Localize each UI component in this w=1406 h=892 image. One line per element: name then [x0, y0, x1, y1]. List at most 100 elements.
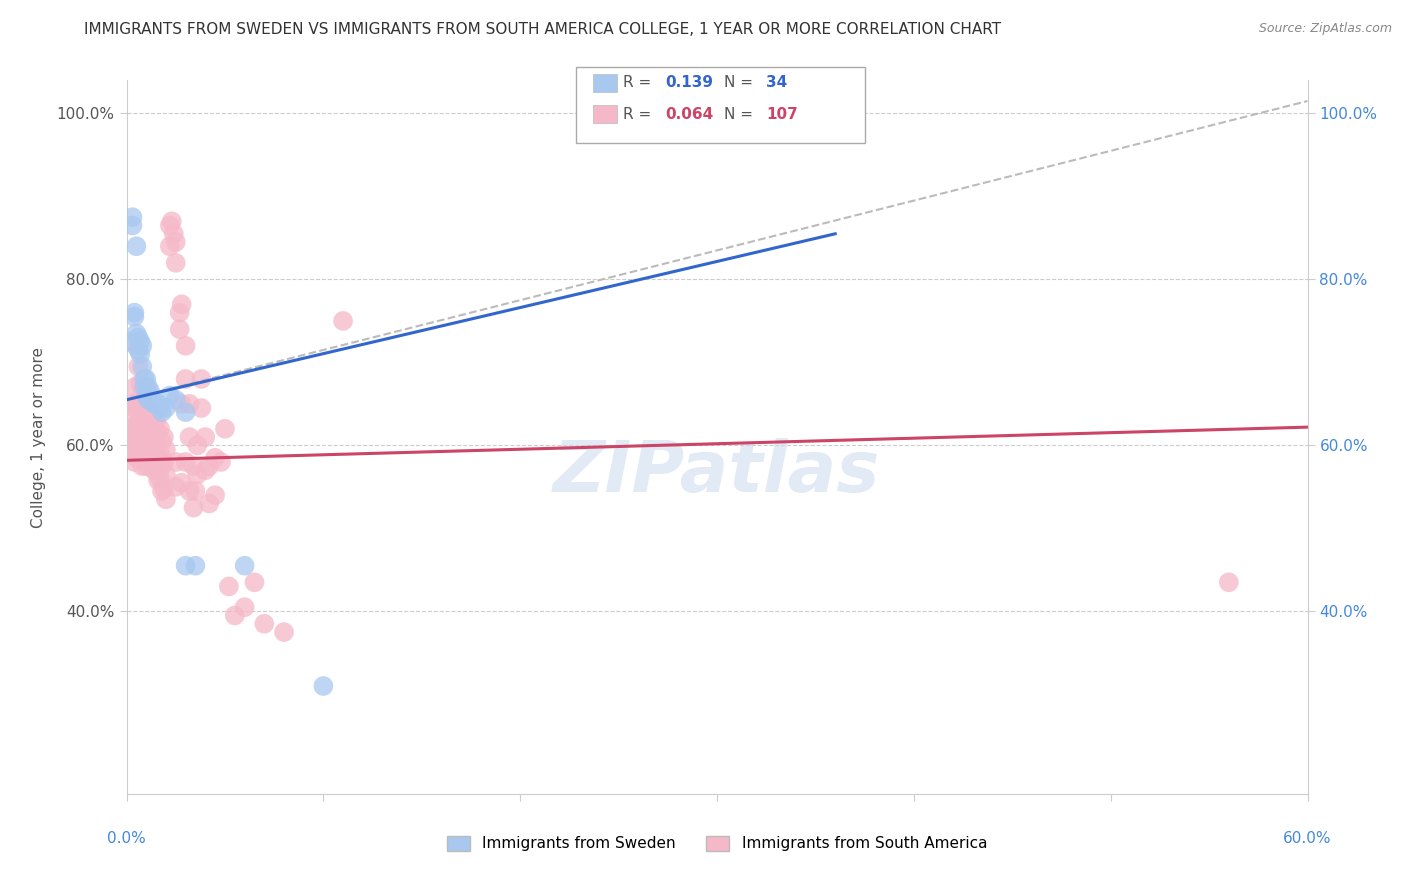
Point — [153, 455, 176, 469]
Point — [139, 384, 162, 399]
Point — [198, 496, 221, 510]
Point — [125, 397, 148, 411]
Point — [121, 219, 143, 233]
Point — [155, 492, 177, 507]
Point — [129, 376, 152, 391]
Point — [136, 422, 159, 436]
Point — [131, 359, 153, 374]
Point — [145, 438, 167, 452]
Point — [184, 483, 207, 498]
Point — [120, 440, 142, 454]
Point — [125, 239, 148, 253]
Y-axis label: College, 1 year or more: College, 1 year or more — [31, 347, 45, 527]
Point — [190, 372, 212, 386]
Point — [194, 463, 217, 477]
Point — [139, 409, 162, 424]
Point — [159, 239, 181, 253]
Point — [174, 405, 197, 419]
Text: 60.0%: 60.0% — [1284, 831, 1331, 846]
Point — [127, 343, 149, 357]
Point — [124, 455, 146, 469]
Point — [121, 413, 143, 427]
Point — [174, 372, 197, 386]
Point — [160, 214, 183, 228]
Point — [131, 459, 153, 474]
Point — [125, 417, 148, 432]
Point — [165, 235, 187, 249]
Point — [127, 330, 149, 344]
Point — [155, 401, 177, 415]
Point — [139, 434, 162, 449]
Point — [121, 447, 143, 461]
Point — [224, 608, 246, 623]
Point — [1218, 575, 1240, 590]
Point — [159, 388, 181, 402]
Point — [129, 425, 152, 440]
Point — [146, 473, 169, 487]
Point — [135, 388, 157, 402]
Point — [129, 334, 152, 349]
Point — [136, 392, 159, 407]
Point — [165, 480, 187, 494]
Text: IMMIGRANTS FROM SWEDEN VS IMMIGRANTS FROM SOUTH AMERICA COLLEGE, 1 YEAR OR MORE : IMMIGRANTS FROM SWEDEN VS IMMIGRANTS FRO… — [84, 22, 1001, 37]
Point — [124, 380, 146, 394]
Point — [153, 430, 176, 444]
Point — [136, 447, 159, 461]
Point — [139, 459, 162, 474]
Point — [149, 401, 172, 415]
Point — [141, 425, 163, 440]
Point — [141, 392, 163, 407]
Point — [136, 380, 159, 394]
Point — [117, 434, 139, 449]
Point — [218, 579, 240, 593]
Point — [134, 397, 156, 411]
Point — [179, 397, 201, 411]
Point — [131, 409, 153, 424]
Point — [204, 488, 226, 502]
Point — [233, 558, 256, 573]
Point — [141, 405, 163, 419]
Point — [183, 459, 205, 474]
Point — [170, 397, 193, 411]
Point — [149, 447, 172, 461]
Point — [170, 475, 193, 490]
Point — [150, 405, 173, 419]
Point — [125, 339, 148, 353]
Text: 34: 34 — [766, 76, 787, 90]
Point — [169, 322, 191, 336]
Point — [131, 384, 153, 399]
Point — [124, 305, 146, 319]
Text: N =: N = — [724, 76, 758, 90]
Point — [127, 438, 149, 452]
Point — [159, 219, 181, 233]
Point — [129, 447, 152, 461]
Text: 107: 107 — [766, 107, 799, 121]
Point — [134, 380, 156, 394]
Point — [121, 210, 143, 224]
Point — [136, 397, 159, 411]
Point — [243, 575, 266, 590]
Point — [117, 334, 139, 349]
Point — [214, 422, 236, 436]
Point — [174, 339, 197, 353]
Point — [143, 463, 166, 477]
Point — [194, 430, 217, 444]
Point — [127, 359, 149, 374]
Point — [190, 401, 212, 415]
Point — [183, 500, 205, 515]
Point — [120, 422, 142, 436]
Text: 0.139: 0.139 — [665, 76, 713, 90]
Point — [135, 409, 157, 424]
Point — [186, 438, 208, 452]
Point — [155, 442, 177, 457]
Point — [124, 422, 146, 436]
Point — [135, 372, 157, 386]
Point — [312, 679, 335, 693]
Point — [131, 434, 153, 449]
Point — [127, 417, 149, 432]
Text: 0.0%: 0.0% — [107, 831, 146, 846]
Point — [150, 434, 173, 449]
Text: ZIPatlas: ZIPatlas — [554, 438, 880, 508]
Point — [143, 438, 166, 452]
Point — [332, 314, 354, 328]
